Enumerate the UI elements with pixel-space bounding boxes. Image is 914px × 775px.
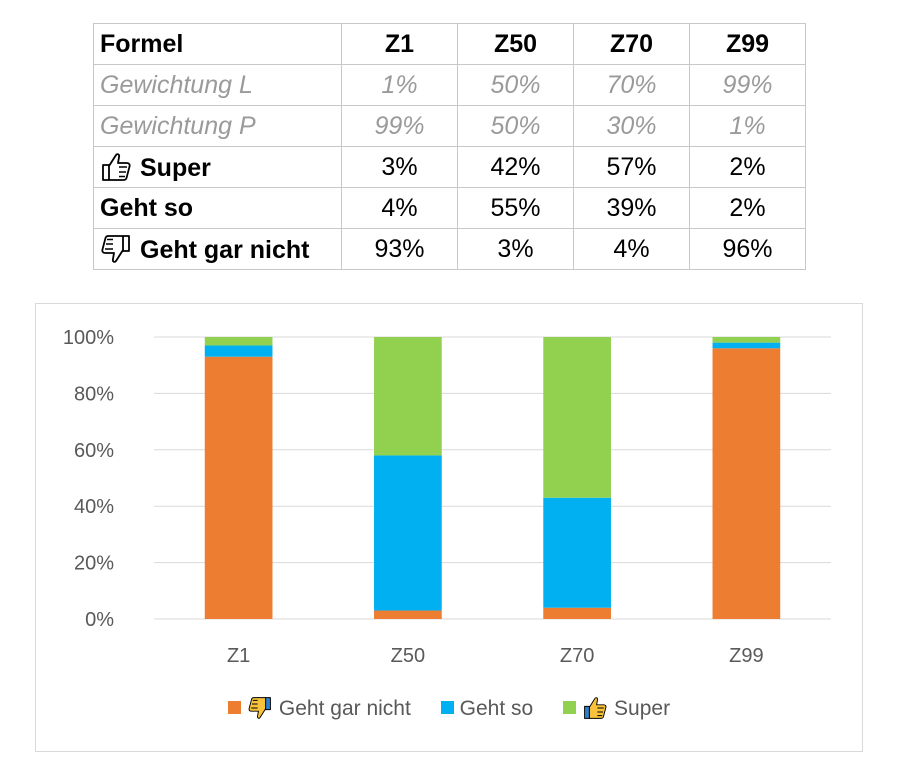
table-row: Geht so 4% 55% 39% 2% xyxy=(93,187,806,229)
table-cell: 42% xyxy=(457,146,574,188)
table-cell: 57% xyxy=(573,146,690,188)
table-cell: 1% xyxy=(341,64,458,106)
stacked-bar-chart: 0% 20% 40% 60% 80% 100% Z1 Z50 Z70 Z99 Geht gar n… xyxy=(35,303,863,752)
table-cell: 2% xyxy=(689,146,806,188)
bar-segment xyxy=(204,337,273,346)
table-cell: 99% xyxy=(341,105,458,147)
table-cell: 2% xyxy=(689,187,806,229)
table-cell: 70% xyxy=(573,64,690,106)
table-header-row: Formel Z1 Z50 Z70 Z99 xyxy=(93,23,806,65)
bar-segment xyxy=(374,337,442,456)
legend-label: Super xyxy=(614,697,671,720)
table-cell: 3% xyxy=(341,146,458,188)
row-label: Gewichtung P xyxy=(93,105,342,147)
table-cell: 1% xyxy=(689,105,806,147)
table-cell: 93% xyxy=(341,228,458,270)
table-cell: 4% xyxy=(341,187,458,229)
bar-segment xyxy=(543,607,611,619)
legend-item-geht-gar-nicht: Geht gar nicht xyxy=(227,696,411,721)
legend-label: Geht so xyxy=(459,697,534,720)
table-row: Gewichtung L 1% 50% 70% 99% xyxy=(93,64,806,106)
table-cell: 55% xyxy=(457,187,574,229)
table-row: Gewichtung P 99% 50% 30% 1% xyxy=(93,105,806,147)
y-tick-label: 0% xyxy=(85,609,114,631)
x-tick-label: Z50 xyxy=(391,645,425,667)
bar-segment xyxy=(374,610,442,619)
row-label-cell: Geht gar nicht xyxy=(93,228,342,270)
table-cell: 4% xyxy=(573,228,690,270)
table-row: Geht gar nicht 93% 3% 4% 96% xyxy=(93,228,806,270)
table-cell: 30% xyxy=(573,105,690,147)
y-tick-label: 20% xyxy=(74,553,114,575)
x-tick-label: Z70 xyxy=(560,645,594,667)
bar-segment xyxy=(204,356,273,619)
table-cell: 96% xyxy=(689,228,806,270)
table-row: Super 3% 42% 57% 2% xyxy=(93,146,806,188)
x-tick-label: Z1 xyxy=(227,645,250,667)
bar-segment xyxy=(204,345,273,357)
thumbs-up-icon xyxy=(582,696,608,720)
legend-swatch xyxy=(563,701,577,714)
results-table: Formel Z1 Z50 Z70 Z99 Gewichtung L 1% 50… xyxy=(93,23,806,270)
table-cell: 99% xyxy=(689,64,806,106)
legend-swatch xyxy=(440,701,454,714)
row-label: Geht so xyxy=(93,187,342,229)
bar-segment xyxy=(374,455,442,611)
header-cell: Z70 xyxy=(573,23,690,65)
header-cell: Formel xyxy=(93,23,342,65)
bar-segment xyxy=(543,497,611,608)
bar-segment xyxy=(712,342,781,349)
thumbs-down-icon xyxy=(247,696,273,720)
table-cell: 50% xyxy=(457,64,574,106)
header-cell: Z1 xyxy=(341,23,458,65)
thumbs-down-icon xyxy=(100,234,132,264)
bar-segment xyxy=(712,348,781,619)
chart-legend: Geht gar nicht Geht so Super xyxy=(36,696,862,721)
legend-swatch xyxy=(227,701,241,714)
row-label: Super xyxy=(140,153,211,182)
legend-item-super: Super xyxy=(563,696,670,721)
thumbs-up-icon xyxy=(100,152,132,182)
x-tick-label: Z99 xyxy=(729,645,763,667)
row-label-cell: Super xyxy=(93,146,342,188)
header-cell: Z50 xyxy=(457,23,574,65)
bar-segment xyxy=(543,337,611,498)
header-cell: Z99 xyxy=(689,23,806,65)
y-tick-label: 100% xyxy=(63,327,114,349)
y-tick-label: 40% xyxy=(74,496,114,518)
chart-plot: 0% 20% 40% 60% 80% 100% Z1 Z50 Z70 Z99 xyxy=(63,327,831,667)
table-cell: 50% xyxy=(457,105,574,147)
legend-item-geht-so: Geht so xyxy=(440,697,534,721)
y-tick-label: 60% xyxy=(74,440,114,462)
bar-segment xyxy=(712,337,781,343)
y-tick-label: 80% xyxy=(74,383,114,405)
row-label: Gewichtung L xyxy=(93,64,342,106)
row-label: Geht gar nicht xyxy=(140,235,310,264)
legend-label: Geht gar nicht xyxy=(278,697,411,720)
table-cell: 39% xyxy=(573,187,690,229)
table-cell: 3% xyxy=(457,228,574,270)
